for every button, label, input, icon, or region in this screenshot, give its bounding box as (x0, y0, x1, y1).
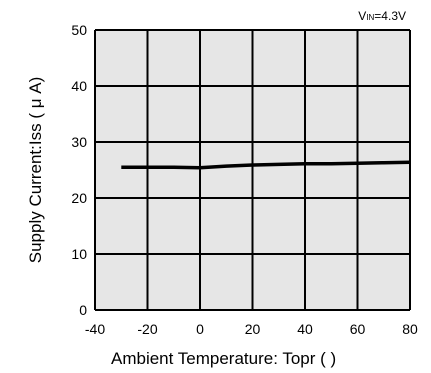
x-axis-label: Ambient Temperature: Topr ( ) (111, 349, 336, 368)
x-tick-labels: -40 -20 0 20 40 60 80 (85, 321, 418, 337)
vin-annotation: VIN=4.3V (358, 9, 406, 23)
x-tick-label: 40 (297, 321, 313, 337)
annotation-main: V (358, 9, 366, 23)
y-tick-label: 10 (71, 246, 87, 262)
y-tick-label: 50 (71, 22, 87, 38)
x-tick-label: -20 (137, 321, 157, 337)
x-tick-label: 60 (350, 321, 366, 337)
x-tick-label: 0 (196, 321, 204, 337)
y-tick-label: 30 (71, 134, 87, 150)
y-tick-labels: 0 10 20 30 40 50 (71, 22, 87, 318)
x-tick-label: 80 (402, 321, 418, 337)
annotation-sub: IN (366, 13, 374, 22)
y-tick-label: 40 (71, 78, 87, 94)
x-tick-label: -40 (85, 321, 105, 337)
y-axis-label: Supply Current:Iss ( μ A) (26, 77, 45, 263)
x-tick-label: 20 (245, 321, 261, 337)
y-tick-label: 20 (71, 190, 87, 206)
y-tick-label: 0 (79, 302, 87, 318)
annotation-rest: =4.3V (374, 9, 406, 23)
